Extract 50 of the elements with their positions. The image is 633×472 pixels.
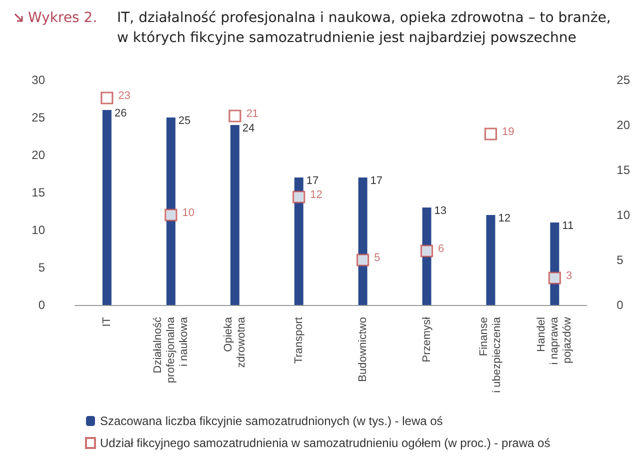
y2-tick-label: 0 (616, 298, 624, 312)
bar (358, 178, 368, 305)
y2-tick-label: 20 (616, 118, 630, 132)
y-tick-label: 10 (32, 223, 46, 237)
data-label: 25 (178, 115, 191, 127)
legend-label: Szacowana liczba fikcyjnie samozatrudnionych (w tys.) - lewa oś (100, 414, 443, 428)
data-label: 23 (118, 90, 131, 102)
x-tick-label: Finanse i ubezpieczenia (478, 316, 504, 393)
y-tick-label: 30 (32, 73, 46, 87)
y2-tick-label: 10 (616, 208, 630, 222)
data-label: 17 (370, 175, 383, 187)
x-tick-label: Budownictwo (356, 317, 369, 382)
data-label: 19 (502, 126, 514, 138)
y-tick-label: 25 (32, 110, 46, 124)
data-label: 12 (498, 212, 510, 224)
y-tick-label: 5 (38, 260, 46, 274)
y-tick-label: 20 (32, 148, 46, 162)
point (164, 208, 178, 222)
x-tick-label: Działalność profesjonalna i naukowa (152, 316, 190, 384)
bar (166, 118, 176, 305)
x-tick-label: IT (100, 316, 113, 327)
data-label: 6 (438, 243, 444, 255)
x-tick-label: Transport (292, 317, 305, 364)
bar (230, 125, 240, 305)
data-label: 26 (114, 108, 127, 120)
text: Wykres 2. (28, 9, 98, 28)
x-tick-label: Przemysł (420, 316, 433, 362)
bar (102, 110, 112, 305)
chart-title: IT, działalność profesjonalna i naukowa, opieka zdrowotna – to branże, w których fikcyjne samozatrudnienie jest najbardziej powszechne (117, 9, 612, 48)
data-label: 12 (310, 189, 322, 201)
legend-label: Udział fikcyjnego samozatrudnienia w samozatrudnieniu ogółem (w proc.) - prawa oś (100, 436, 550, 450)
point (356, 254, 370, 266)
y-tick-label: 15 (32, 186, 46, 200)
y2-tick-label: 15 (616, 163, 630, 177)
data-label: 21 (246, 108, 258, 120)
bar (294, 178, 304, 305)
y2-tick-label: 5 (616, 253, 624, 267)
data-label: 13 (434, 205, 447, 217)
data-label: 17 (306, 175, 319, 187)
data-label: 10 (182, 207, 194, 219)
y2-tick-label: 25 (616, 73, 630, 87)
data-label: 24 (242, 122, 255, 134)
point (420, 244, 434, 258)
bar (486, 215, 496, 305)
data-label: 3 (566, 270, 572, 282)
y-tick-label: 0 (38, 298, 46, 312)
data-label: 5 (374, 252, 380, 264)
point (548, 272, 561, 284)
data-label: 11 (562, 220, 574, 232)
point (292, 190, 306, 204)
